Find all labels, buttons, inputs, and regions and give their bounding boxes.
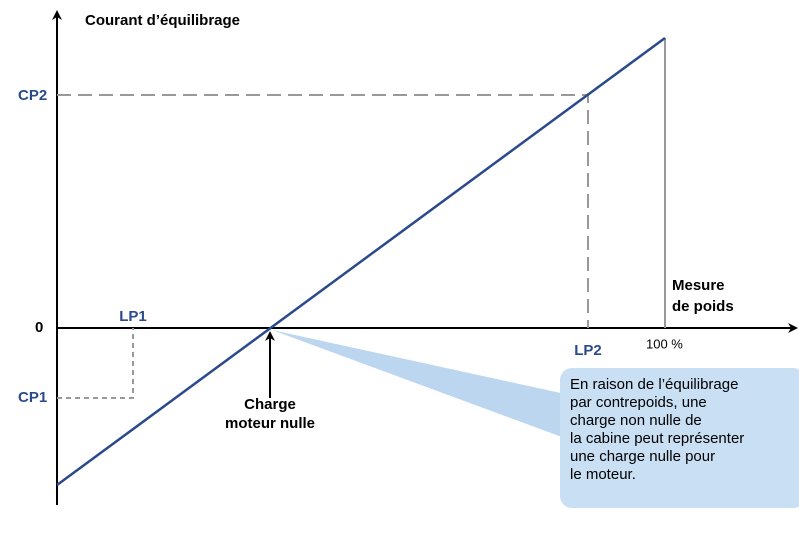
callout-line: par contrepoids, une [570, 394, 707, 411]
callout-line: la cabine peut représenter [570, 430, 744, 447]
zero-point-label: moteur nulle [225, 415, 315, 432]
callout-line: une charge nulle pour [570, 448, 715, 465]
zero-label: 0 [35, 319, 43, 336]
callout-pointer [272, 330, 570, 440]
full-label: 100 % [646, 336, 683, 351]
callout-box [560, 368, 799, 508]
zero-point-label: Charge [244, 396, 296, 413]
cp1-guide [57, 328, 134, 399]
callout-line: En raison de l’équilibrage [570, 376, 738, 393]
cp2-label: CP2 [18, 87, 47, 104]
callout-line: le moteur. [570, 466, 636, 483]
cp1-label: CP1 [18, 389, 47, 406]
cp2-guide [57, 94, 589, 328]
y-title: Courant d’équilibrage [85, 12, 240, 29]
callout-line: charge non nulle de [570, 412, 702, 429]
lp1-label: LP1 [119, 308, 147, 325]
x-title: Mesure [672, 277, 725, 294]
lp2-label: LP2 [574, 342, 602, 359]
balance-line [56, 36, 666, 487]
x-title: de poids [672, 298, 734, 315]
